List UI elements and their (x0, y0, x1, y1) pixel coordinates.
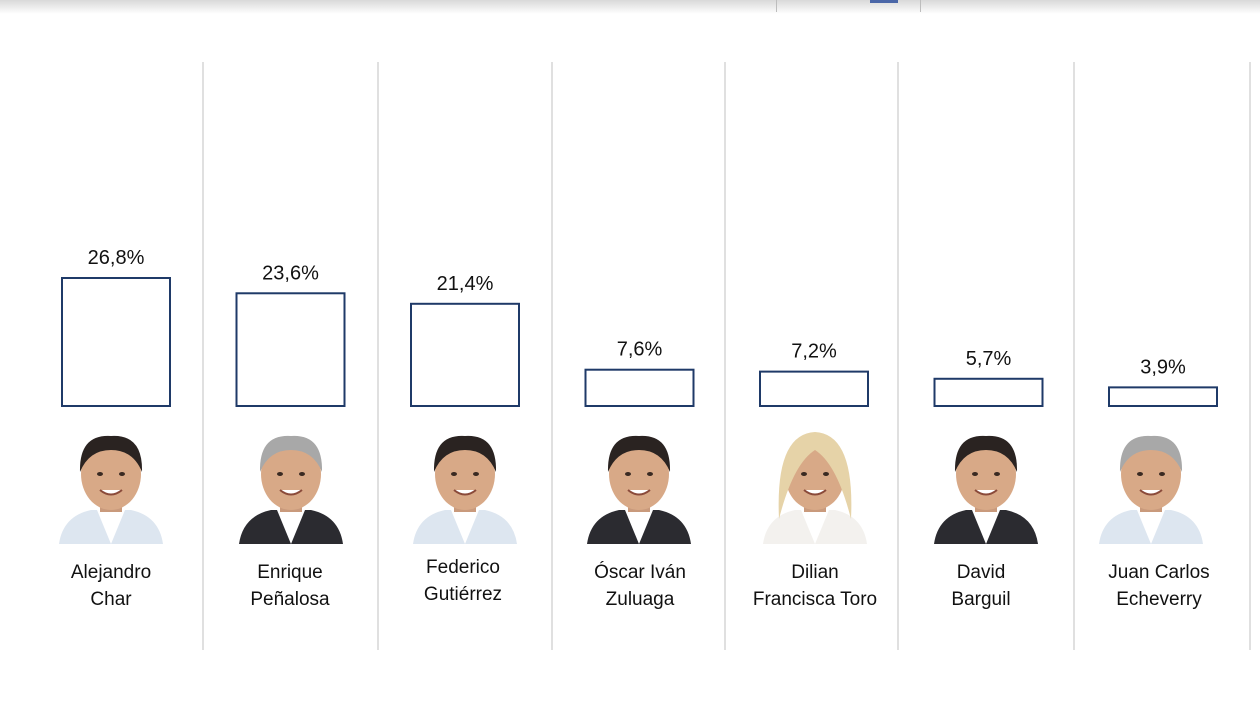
category-label: Francisca Toro (753, 589, 877, 610)
bar (584, 368, 695, 408)
bar (410, 302, 520, 407)
category-label: Alejandro (71, 562, 151, 583)
category-label: Federico (426, 557, 500, 578)
category-label: Juan Carlos (1108, 562, 1209, 583)
bar (759, 370, 869, 407)
value-label: 3,9% (1140, 356, 1186, 378)
value-label: 23,6% (262, 262, 319, 284)
category-label: Óscar Iván (594, 561, 686, 583)
category-label: Enrique (257, 562, 323, 583)
candidate-photo (1095, 424, 1207, 544)
bar (61, 277, 171, 407)
bar (933, 377, 1044, 408)
top-divider (920, 0, 921, 12)
value-labels: 26,8% 23,6% 21,4% 7,6% 7,2% 5,7% 3,9% (88, 247, 1186, 378)
column-dividers (202, 62, 1251, 650)
category-label: Peñalosa (250, 589, 330, 610)
top-divider (776, 0, 777, 12)
category-label: David (957, 562, 1006, 583)
value-label: 5,7% (966, 348, 1012, 370)
value-label: 7,2% (791, 341, 837, 363)
top-accent-mark (870, 0, 898, 3)
category-label: Echeverry (1116, 589, 1202, 610)
category-label: Char (90, 589, 132, 610)
candidate-photo (930, 424, 1042, 544)
category-label: Zuluaga (606, 589, 675, 610)
bar (235, 292, 346, 407)
candidate-photo (409, 424, 521, 544)
candidate-names: Alejandro Char Enrique Peñalosa Federico Guti… (71, 557, 1210, 610)
category-label: Barguil (951, 589, 1010, 610)
value-label: 26,8% (88, 247, 145, 269)
candidate-photo (583, 424, 695, 544)
candidate-photos (55, 424, 1207, 544)
candidate-photo (55, 424, 167, 544)
bar (1108, 386, 1218, 408)
candidate-photo (759, 424, 871, 544)
value-label: 7,6% (617, 339, 663, 361)
category-label: Gutiérrez (424, 584, 502, 605)
category-label: Dilian (791, 562, 839, 583)
value-label: 21,4% (437, 273, 494, 295)
top-edge-shadow (0, 0, 1260, 14)
candidate-photo (235, 424, 347, 544)
bars (61, 277, 1218, 408)
